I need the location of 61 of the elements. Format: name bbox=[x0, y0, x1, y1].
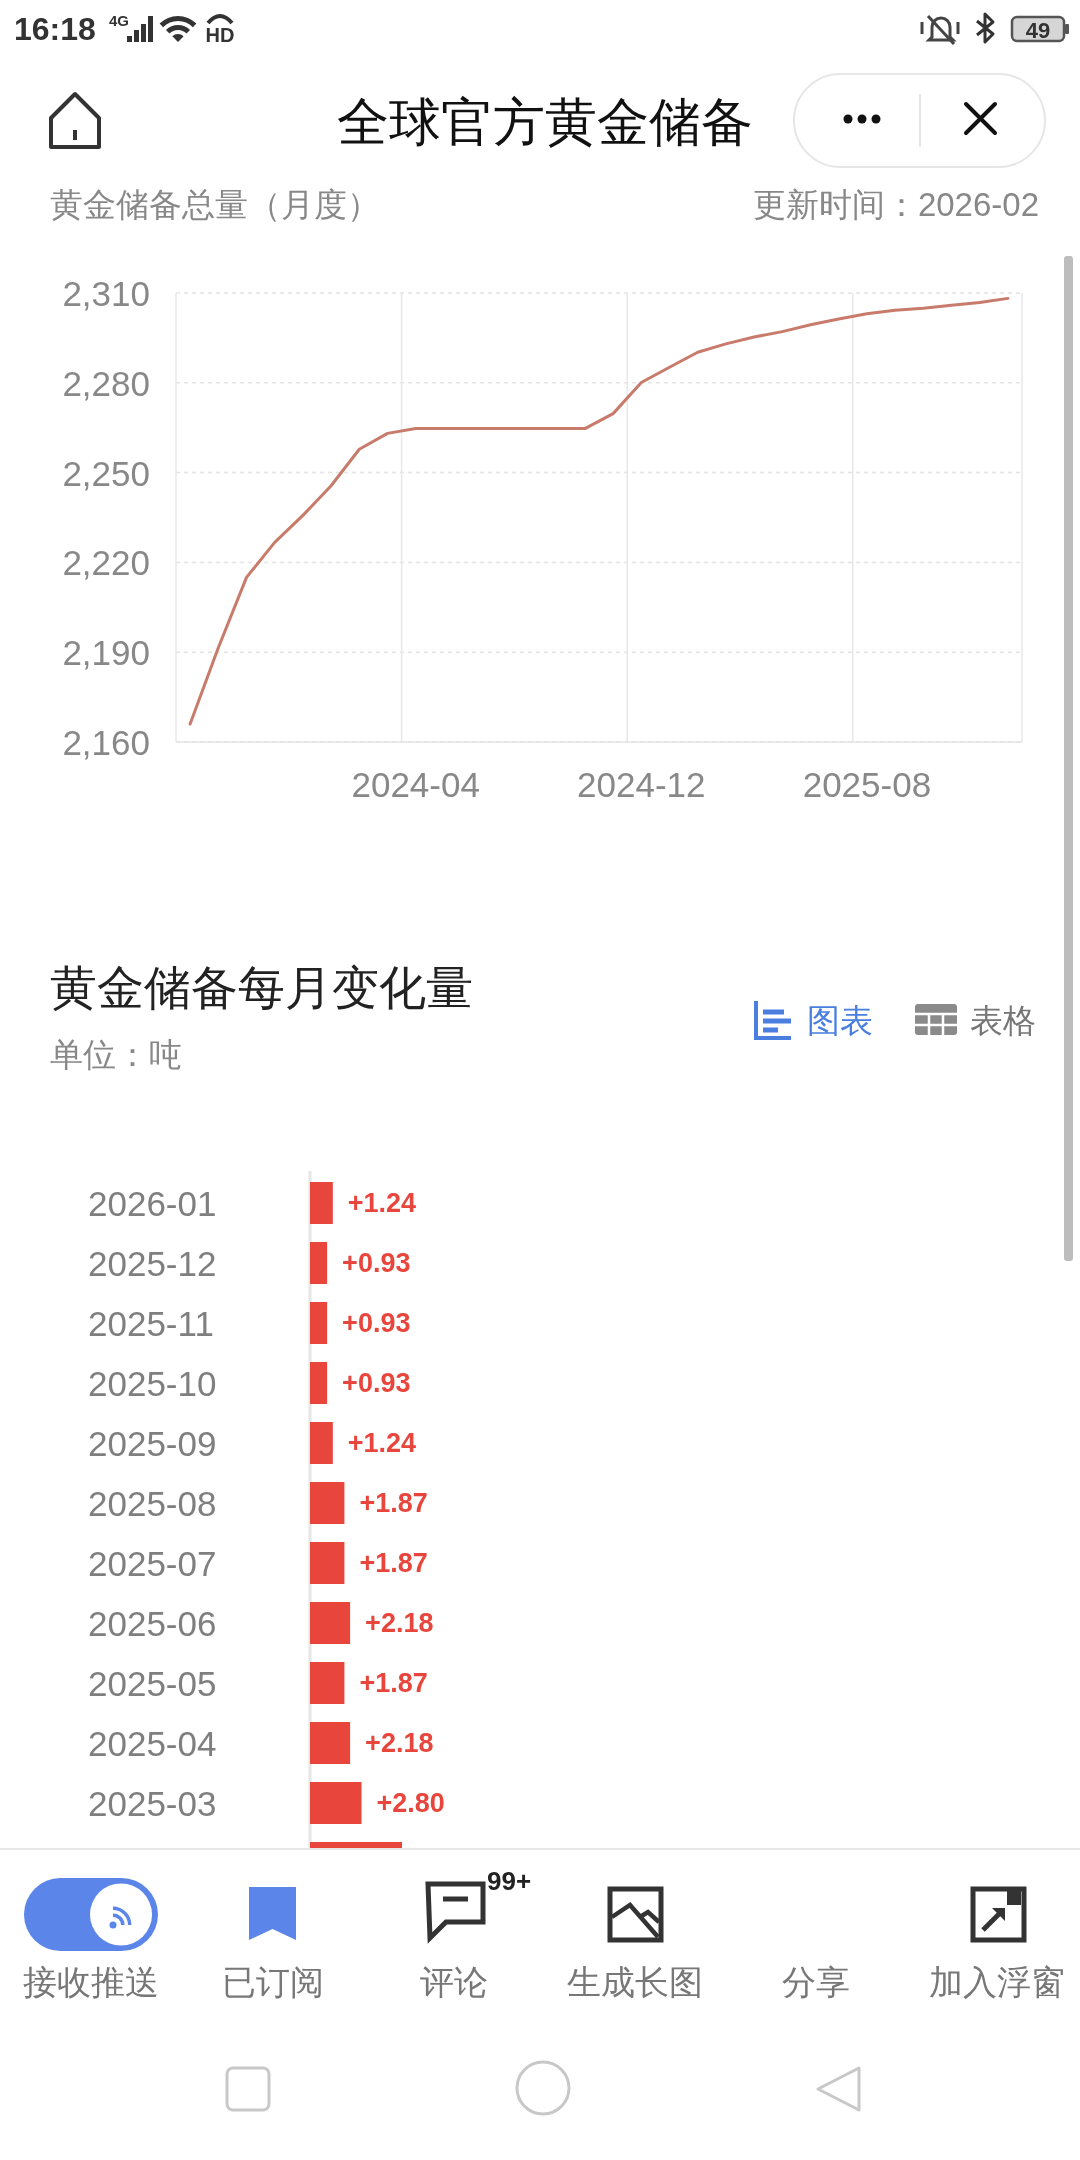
text: 分享 bbox=[782, 1963, 850, 2001]
text: 图表 bbox=[807, 1001, 873, 1039]
chart-subtitle: 单位：吨 bbox=[50, 1035, 182, 1073]
x-tick-label: 2024-04 bbox=[351, 764, 480, 804]
text: 4G bbox=[109, 11, 130, 29]
y-tick-label: 2,280 bbox=[62, 363, 150, 403]
text: 表格 bbox=[970, 1001, 1036, 1039]
y-tick-label: 2,310 bbox=[62, 273, 150, 313]
y-tick-label: 2025-05 bbox=[88, 1663, 217, 1703]
data-label: +0.93 bbox=[342, 1308, 411, 1338]
bar bbox=[310, 1662, 345, 1704]
data-label: +2.80 bbox=[376, 1788, 445, 1818]
text: 加入浮窗 bbox=[929, 1963, 1065, 2001]
bar bbox=[310, 1182, 333, 1224]
text: 生成长图 bbox=[567, 1963, 703, 2001]
chart-title: 黄金储备总量（月度） bbox=[50, 185, 380, 223]
data-label: +0.93 bbox=[342, 1248, 411, 1278]
y-tick-label: 2025-11 bbox=[88, 1303, 214, 1343]
chart-title: 黄金储备每月变化量 bbox=[50, 960, 473, 1014]
data-label: +1.24 bbox=[347, 1428, 417, 1458]
data-label: +1.87 bbox=[359, 1488, 428, 1518]
text: 更新时间：2026-02 bbox=[752, 185, 1039, 223]
y-tick-label: 2025-09 bbox=[88, 1423, 217, 1463]
y-tick-label: 2,250 bbox=[62, 453, 150, 493]
bar bbox=[310, 1542, 345, 1584]
bar bbox=[310, 1422, 333, 1464]
data-label: +1.87 bbox=[359, 1548, 428, 1578]
y-tick-label: 2025-04 bbox=[88, 1723, 217, 1763]
y-tick-label: 2025-08 bbox=[88, 1483, 217, 1523]
data-label: +1.24 bbox=[347, 1188, 417, 1218]
y-tick-label: 2025-07 bbox=[88, 1543, 217, 1583]
y-tick-label: 2,190 bbox=[62, 632, 150, 672]
bar bbox=[310, 1482, 345, 1524]
text: HD bbox=[205, 24, 235, 46]
bar bbox=[310, 1722, 351, 1764]
x-tick-label: 2025-08 bbox=[802, 764, 932, 804]
text: 99+ bbox=[487, 1866, 532, 1896]
bar bbox=[310, 1602, 351, 1644]
bar bbox=[310, 1782, 362, 1824]
data-label: +1.87 bbox=[359, 1668, 428, 1698]
text: 全球官方黄金储备 bbox=[337, 93, 753, 151]
y-tick-label: 2025-12 bbox=[88, 1243, 217, 1283]
text: 评论 bbox=[420, 1963, 488, 2001]
bar bbox=[310, 1242, 328, 1284]
y-tick-label: 2025-03 bbox=[88, 1783, 217, 1823]
y-tick-label: 2025-06 bbox=[88, 1603, 217, 1643]
bar bbox=[310, 1302, 328, 1344]
bar bbox=[310, 1362, 328, 1404]
text: 16:18 bbox=[14, 11, 96, 47]
x-tick-label: 2024-12 bbox=[577, 764, 706, 804]
data-label: +0.93 bbox=[342, 1368, 411, 1398]
text: 接收推送 bbox=[23, 1963, 159, 2001]
y-tick-label: 2,160 bbox=[62, 722, 150, 762]
y-tick-label: 2026-01 bbox=[88, 1183, 217, 1223]
data-label: +2.18 bbox=[365, 1728, 434, 1758]
text: 已订阅 bbox=[222, 1963, 324, 2001]
y-tick-label: 2025-10 bbox=[88, 1363, 217, 1403]
line-series bbox=[188, 296, 1010, 726]
data-label: +2.18 bbox=[365, 1608, 434, 1638]
y-tick-label: 2,220 bbox=[62, 542, 150, 582]
text: 49 bbox=[1025, 17, 1051, 43]
